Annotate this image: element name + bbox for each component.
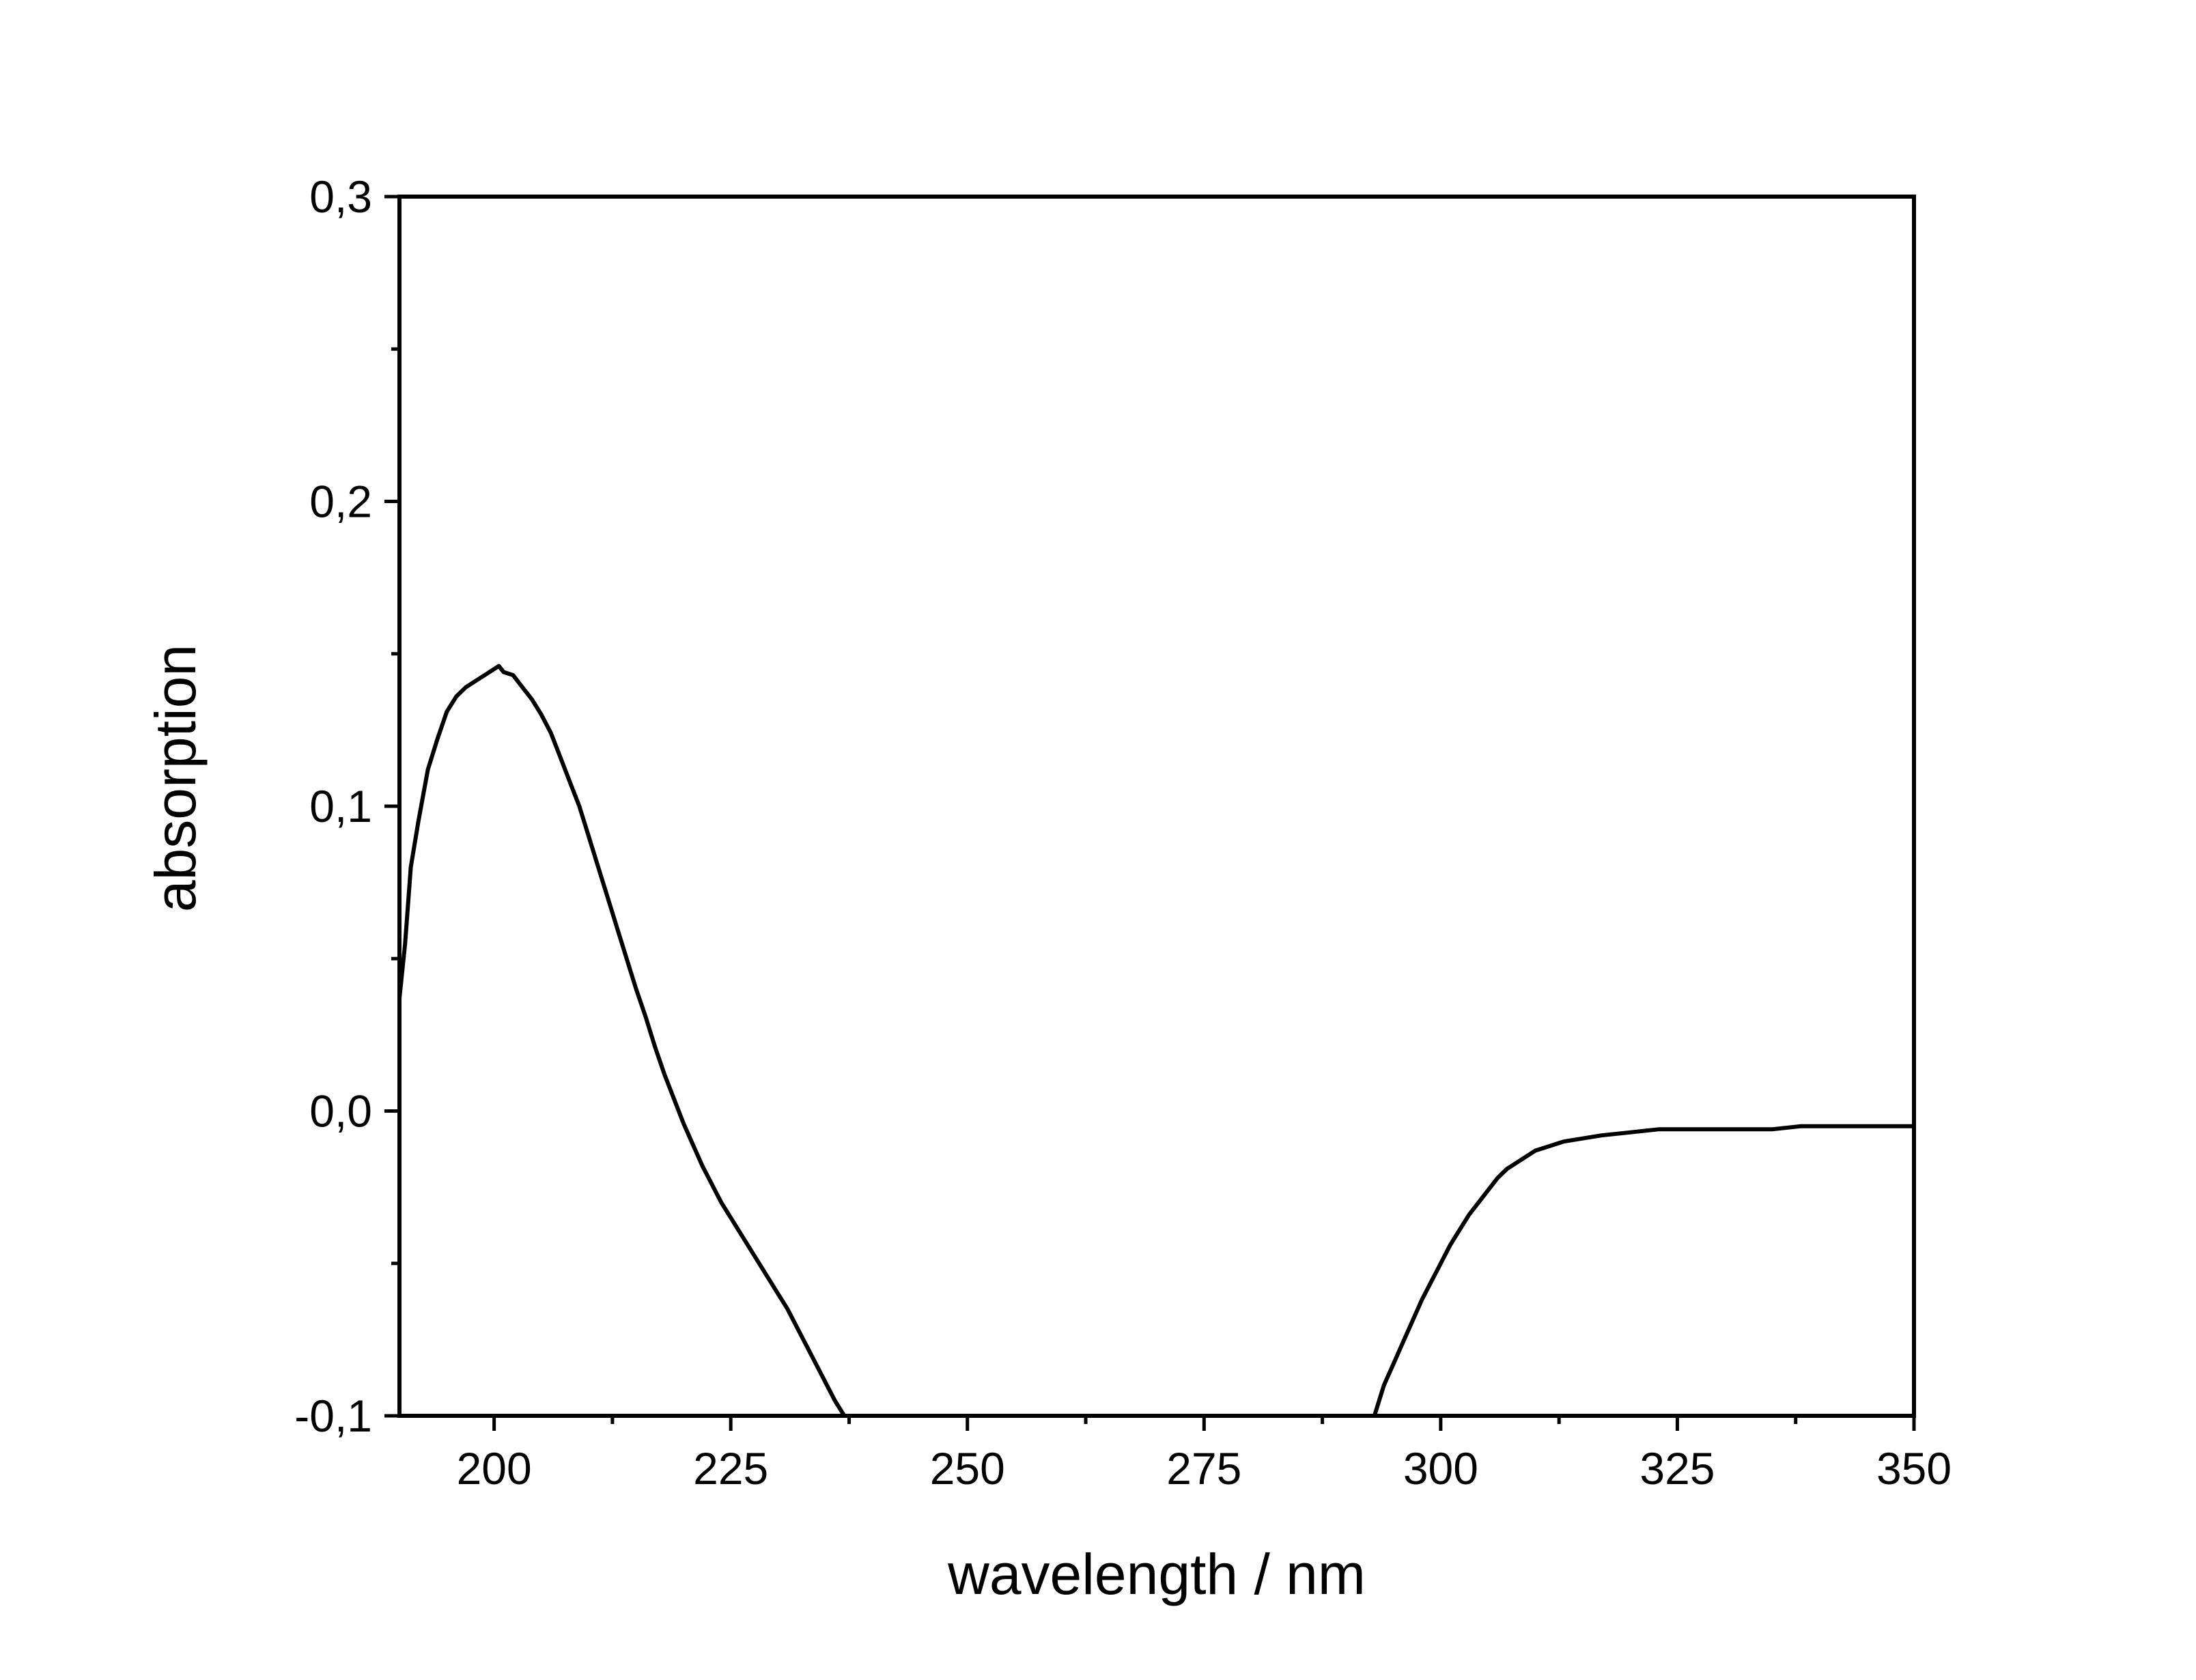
ticks-layer	[384, 195, 1916, 1431]
x-tick-label: 275	[1166, 1443, 1241, 1494]
x-tick-label: 300	[1403, 1443, 1478, 1494]
spectrum-line-segment	[1372, 1124, 1914, 1416]
series-layer	[399, 664, 1914, 1416]
y-tick-label: 0,3	[309, 171, 372, 222]
x-tick-label: 325	[1639, 1443, 1715, 1494]
y-tick-label: 0,1	[309, 781, 372, 831]
y-tick-label: -0,1	[294, 1391, 372, 1441]
x-tick-label: 250	[930, 1443, 1005, 1494]
x-tick-label: 200	[457, 1443, 532, 1494]
plot-frame	[397, 195, 1916, 1418]
tick-labels-layer: 200 225 250 275 300 325 350 -0,1 0,0 0,1 0,2 0,3	[294, 171, 1952, 1494]
y-axis-title: absorption	[143, 644, 208, 912]
spectrum-line-segment	[399, 664, 847, 1416]
y-tick-label: 0,0	[309, 1086, 372, 1137]
y-tick-label: 0,2	[309, 476, 372, 527]
x-tick-label: 225	[693, 1443, 768, 1494]
x-axis-title: wavelength / nm	[947, 1542, 1366, 1606]
x-tick-label: 350	[1876, 1443, 1952, 1494]
